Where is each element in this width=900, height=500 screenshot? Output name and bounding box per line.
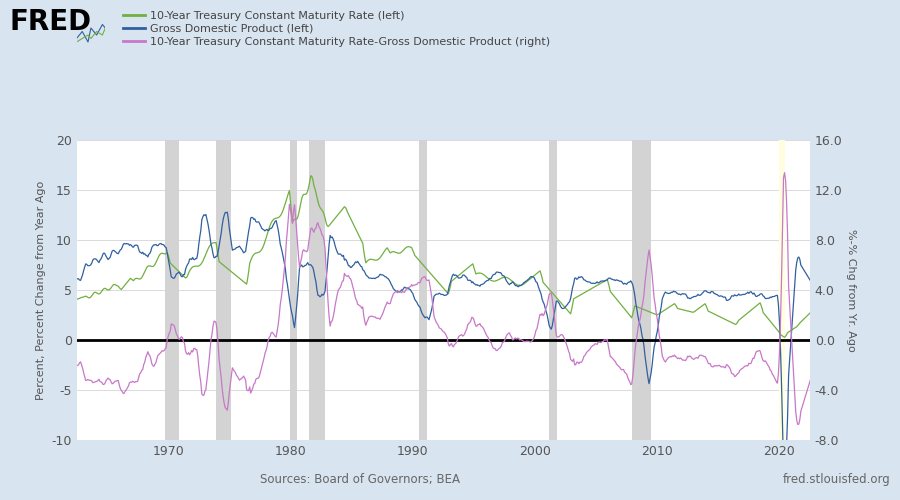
Y-axis label: %-% Chg from Yr. Ago: %-% Chg from Yr. Ago [847, 228, 857, 352]
Bar [291, 140, 297, 440]
Bar [779, 140, 785, 440]
Text: Sources: Board of Governors; BEA: Sources: Board of Governors; BEA [260, 472, 460, 486]
Legend: 10-Year Treasury Constant Maturity Rate (left), Gross Domestic Product (left), 1: 10-Year Treasury Constant Maturity Rate … [122, 10, 551, 47]
Bar [549, 140, 557, 440]
Bar [632, 140, 651, 440]
Text: FRED: FRED [9, 8, 91, 36]
Y-axis label: Percent, Percent Change from Year Ago: Percent, Percent Change from Year Ago [36, 180, 46, 400]
Bar [216, 140, 231, 440]
Text: fred.stlouisfed.org: fred.stlouisfed.org [783, 472, 891, 486]
Bar [165, 140, 179, 440]
Bar [418, 140, 427, 440]
Bar [309, 140, 325, 440]
